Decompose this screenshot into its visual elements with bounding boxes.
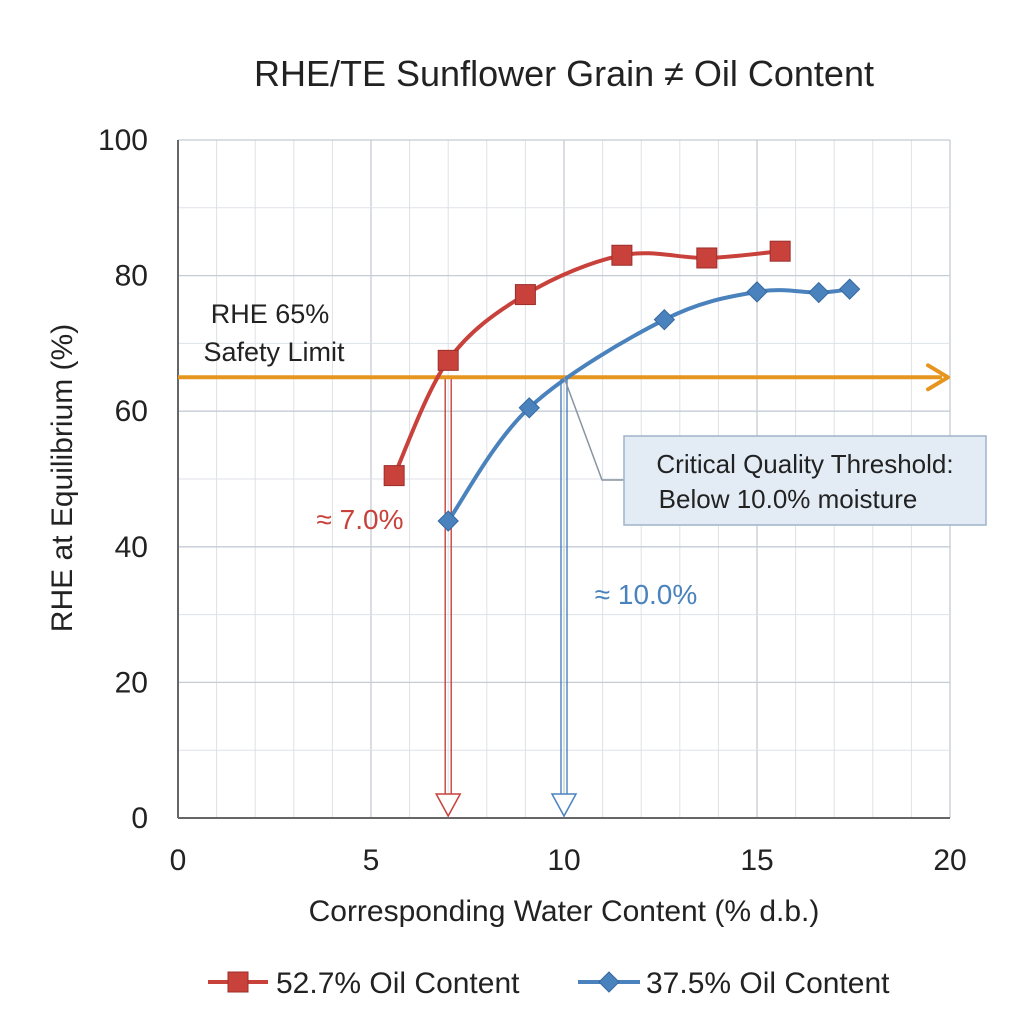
tick-labels: 0 5 10 15 20 0 20 40 60 80 100 (98, 124, 967, 877)
reference-line (178, 363, 950, 392)
drop-arrow-blue (550, 377, 578, 818)
legend-label: 52.7% Oil Content (276, 967, 520, 1000)
data-point (437, 510, 459, 532)
x-tick-label: 5 (363, 844, 380, 877)
x-tick-label: 10 (547, 844, 580, 877)
data-point (383, 465, 405, 487)
data-point (696, 247, 718, 269)
data-point (518, 397, 540, 419)
callout-box (623, 435, 987, 526)
y-tick-label: 100 (98, 124, 148, 157)
x-tick-label: 20 (933, 844, 966, 877)
data-point (769, 240, 791, 262)
y-tick-label: 0 (131, 802, 148, 835)
safety-limit-label-line1: RHE 65% (211, 299, 330, 329)
callout-text-line1: Critical Quality Threshold: (656, 449, 953, 479)
legend: 52.7% Oil Content 37.5% Oil Content (208, 967, 890, 1000)
x-tick-label: 15 (740, 844, 773, 877)
safety-limit-arrowhead (926, 363, 950, 392)
callout-leader-line (563, 377, 624, 481)
legend-item: 37.5% Oil Content (578, 967, 890, 1000)
chart-title: RHE/TE Sunflower Grain ≠ Oil Content (254, 53, 874, 94)
y-axis-label: RHE at Equilibrium (%) (46, 324, 79, 632)
drop-arrow-head (550, 793, 578, 818)
safety-limit-label-line2: Safety Limit (203, 337, 345, 367)
data-point (838, 278, 861, 300)
drop-label-red: ≈ 7.0% (317, 504, 404, 535)
axes (177, 140, 950, 819)
legend-item: 52.7% Oil Content (208, 967, 520, 1000)
drop-arrow-red (434, 377, 462, 818)
drop-label-blue: ≈ 10.0% (595, 579, 698, 610)
x-axis-label: Corresponding Water Content (% d.b.) (309, 895, 820, 928)
series-37-5-oil (437, 278, 861, 532)
legend-label: 37.5% Oil Content (646, 967, 890, 1000)
data-point (808, 281, 830, 304)
y-tick-label: 40 (115, 531, 148, 564)
legend-marker (598, 971, 620, 993)
drop-lines (434, 377, 578, 818)
y-tick-label: 80 (115, 260, 148, 293)
legend-marker (227, 971, 249, 993)
data-point (746, 281, 768, 303)
y-tick-label: 60 (115, 395, 148, 428)
series-52-7-oil (383, 240, 791, 487)
callout: Critical Quality Threshold: Below 10.0% … (563, 377, 987, 526)
y-tick-label: 20 (115, 666, 148, 699)
data-point (611, 244, 633, 266)
series-group (383, 240, 861, 532)
x-tick-label: 0 (170, 844, 187, 877)
callout-text-line2: Below 10.0% moisture (659, 484, 918, 514)
drop-arrow-head (434, 793, 462, 818)
data-point (653, 308, 676, 331)
data-point (514, 284, 536, 306)
data-point (437, 349, 459, 371)
